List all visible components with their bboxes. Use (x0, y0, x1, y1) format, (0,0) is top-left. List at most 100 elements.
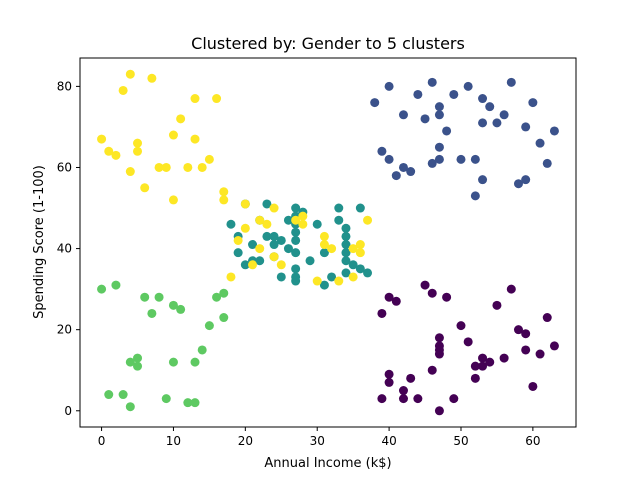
data-point-cluster-1 (434, 142, 444, 152)
data-point-cluster-2 (233, 248, 243, 258)
data-point-cluster-3 (197, 345, 207, 355)
data-point-cluster-2 (255, 256, 265, 266)
data-point-cluster-2 (283, 244, 293, 254)
data-point-cluster-2 (240, 260, 250, 270)
data-point-cluster-1 (456, 154, 466, 164)
data-point-cluster-2 (291, 227, 301, 237)
data-point-cluster-2 (226, 219, 236, 229)
data-point-cluster-2 (348, 260, 358, 270)
data-point-cluster-2 (363, 268, 373, 278)
data-point-cluster-3 (190, 398, 200, 408)
x-axis: 0 10 20 30 40 50 60 (98, 427, 541, 448)
data-point-cluster-1 (535, 138, 545, 148)
data-point-cluster-0 (420, 280, 430, 290)
data-point-cluster-3 (97, 284, 107, 294)
data-point-cluster-2 (341, 268, 351, 278)
data-point-cluster-4 (111, 150, 121, 160)
data-point-cluster-0 (427, 365, 437, 375)
data-point-cluster-2 (269, 231, 279, 241)
data-point-cluster-2 (355, 264, 365, 274)
data-point-cluster-0 (434, 333, 444, 343)
data-point-cluster-1 (513, 179, 523, 189)
data-point-cluster-2 (291, 203, 301, 213)
data-point-cluster-4 (104, 146, 114, 156)
data-point-cluster-1 (528, 98, 538, 108)
data-point-cluster-4 (327, 244, 337, 254)
data-point-cluster-0 (391, 296, 401, 306)
data-point-cluster-0 (427, 288, 437, 298)
data-point-cluster-2 (312, 219, 322, 229)
data-point-cluster-4 (183, 162, 193, 172)
y-tick-label: 80 (57, 79, 72, 93)
data-point-cluster-3 (104, 390, 114, 400)
data-point-cluster-3 (219, 288, 229, 298)
data-point-cluster-0 (384, 292, 394, 302)
data-point-cluster-4 (276, 260, 286, 270)
data-point-cluster-4 (255, 215, 265, 225)
data-point-cluster-4 (233, 235, 243, 245)
data-point-cluster-4 (363, 215, 373, 225)
data-point-cluster-0 (478, 353, 488, 363)
data-point-cluster-2 (262, 231, 272, 241)
data-point-cluster-4 (176, 114, 186, 124)
data-point-cluster-1 (384, 154, 394, 164)
data-point-cluster-4 (168, 195, 178, 205)
data-point-cluster-1 (434, 154, 444, 164)
data-point-cluster-1 (406, 167, 416, 177)
data-point-cluster-2 (319, 280, 329, 290)
data-point-cluster-2 (276, 235, 286, 245)
data-point-cluster-4 (147, 73, 157, 83)
data-point-cluster-2 (276, 272, 286, 282)
data-point-cluster-0 (434, 345, 444, 355)
data-point-cluster-4 (219, 195, 229, 205)
data-point-cluster-0 (485, 357, 495, 367)
data-point-cluster-1 (391, 171, 401, 181)
data-point-cluster-0 (377, 308, 387, 318)
data-point-cluster-0 (456, 321, 466, 331)
data-point-cluster-0 (398, 394, 408, 404)
data-point-cluster-2 (341, 231, 351, 241)
y-axis: 0 20 40 60 80 (57, 79, 80, 418)
x-axis-label: Annual Income (k$) (264, 456, 391, 471)
data-point-cluster-1 (549, 126, 559, 136)
data-point-cluster-3 (161, 394, 171, 404)
data-point-cluster-4 (269, 252, 279, 262)
data-point-cluster-4 (140, 183, 150, 193)
data-point-cluster-0 (521, 329, 531, 339)
data-point-cluster-1 (398, 162, 408, 172)
data-point-cluster-0 (384, 377, 394, 387)
data-point-cluster-4 (348, 244, 358, 254)
data-point-cluster-0 (470, 373, 480, 383)
data-point-cluster-2 (291, 248, 301, 258)
chart-title: Clustered by: Gender to 5 clusters (191, 34, 465, 53)
data-point-cluster-2 (341, 223, 351, 233)
data-point-cluster-1 (521, 175, 531, 185)
data-point-cluster-3 (118, 390, 128, 400)
data-point-cluster-4 (190, 94, 200, 104)
x-tick-label: 40 (381, 434, 396, 448)
data-point-cluster-4 (269, 203, 279, 213)
data-point-cluster-1 (377, 146, 387, 156)
data-point-cluster-0 (413, 394, 423, 404)
plot-frame (79, 57, 577, 428)
data-point-cluster-1 (506, 77, 516, 87)
data-point-cluster-0 (406, 373, 416, 383)
data-point-cluster-3 (183, 398, 193, 408)
y-tick-label: 0 (64, 404, 72, 418)
data-point-cluster-0 (535, 349, 545, 359)
data-point-cluster-4 (197, 162, 207, 172)
data-point-cluster-1 (485, 102, 495, 112)
data-point-cluster-4 (348, 272, 358, 282)
data-point-cluster-3 (111, 280, 121, 290)
data-point-cluster-2 (248, 240, 258, 250)
data-point-cluster-4 (291, 215, 301, 225)
x-tick-label: 20 (238, 434, 253, 448)
x-tick-label: 0 (98, 434, 106, 448)
data-point-cluster-1 (427, 158, 437, 168)
data-point-cluster-2 (334, 203, 344, 213)
data-point-cluster-4 (125, 69, 135, 79)
data-point-cluster-1 (542, 158, 552, 168)
data-point-cluster-1 (449, 89, 459, 99)
